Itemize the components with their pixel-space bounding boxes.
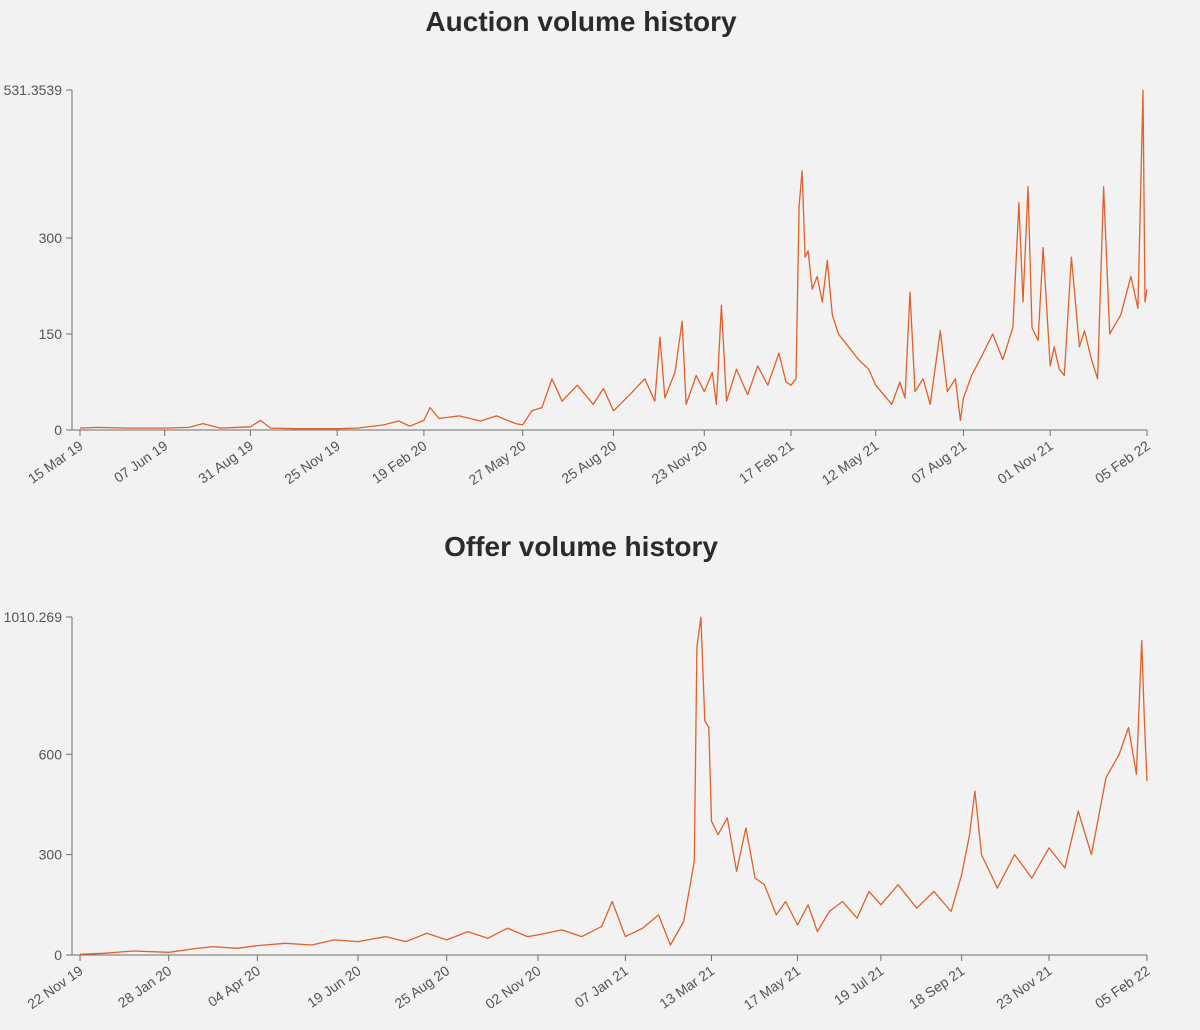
chart-title: Offer volume history <box>444 531 718 562</box>
x-tick-label: 13 Mar 21 <box>656 962 717 1011</box>
x-tick-label: 27 May 20 <box>466 437 529 488</box>
x-tick-label: 25 Nov 19 <box>281 437 343 487</box>
x-tick-label: 18 Sep 21 <box>906 962 968 1012</box>
y-tick-label: 0 <box>54 422 62 438</box>
x-tick-label: 31 Aug 19 <box>195 437 256 486</box>
x-tick-label: 02 Nov 20 <box>482 962 544 1012</box>
auction-chart: Auction volume history 0 150 300 531.3539 15… <box>0 0 1200 500</box>
y-tick-label: 300 <box>39 847 63 863</box>
x-tick-label: 07 Aug 21 <box>908 437 969 486</box>
y-tick-label: 0 <box>54 947 62 963</box>
x-tick-label: 05 Feb 22 <box>1092 962 1153 1011</box>
x-tick-label: 25 Aug 20 <box>392 962 453 1011</box>
x-tick-label: 19 Jul 21 <box>831 962 887 1008</box>
series-line <box>79 616 1148 955</box>
y-tick-label: 150 <box>39 326 63 342</box>
x-tick-label: 12 May 21 <box>819 437 882 488</box>
x-tick-label: 04 Apr 20 <box>205 962 263 1010</box>
x-tick-label: 28 Jan 20 <box>115 962 175 1011</box>
x-tick-label: 19 Feb 20 <box>369 437 430 486</box>
y-tick-label: 1010.269 <box>4 609 63 625</box>
x-tick-label: 05 Feb 22 <box>1092 437 1153 486</box>
x-tick-label: 17 May 21 <box>741 962 804 1013</box>
offer-chart-plot: 0 300 600 1010.269 22 Nov 19 28 Jan 20 04 Apr … <box>4 609 1153 1013</box>
x-tick-label: 01 Nov 21 <box>994 437 1056 487</box>
chart-title: Auction volume history <box>425 6 737 37</box>
x-tick-label: 15 Mar 19 <box>25 437 86 486</box>
y-tick-label: 600 <box>39 746 63 762</box>
x-tick-label: 25 Aug 20 <box>558 437 619 486</box>
x-tick-label: 19 Jun 20 <box>304 962 364 1011</box>
auction-chart-plot: 0 150 300 531.3539 15 Mar 19 07 Jun 19 31 Aug … <box>4 82 1153 488</box>
y-tick-label: 300 <box>39 230 63 246</box>
offer-chart: Offer volume history 0 300 600 1010.269 22 N… <box>0 525 1200 1030</box>
x-tick-label: 23 Nov 21 <box>993 962 1055 1012</box>
x-tick-label: 22 Nov 19 <box>24 962 86 1012</box>
x-tick-label: 07 Jun 19 <box>111 437 171 486</box>
x-tick-label: 17 Feb 21 <box>736 437 797 486</box>
x-tick-label: 07 Jan 21 <box>572 962 632 1011</box>
y-tick-label: 531.3539 <box>4 82 63 98</box>
x-tick-label: 23 Nov 20 <box>649 437 711 487</box>
series-line <box>79 89 1148 430</box>
